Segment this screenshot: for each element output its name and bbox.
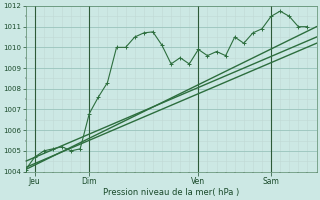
X-axis label: Pression niveau de la mer( hPa ): Pression niveau de la mer( hPa ) xyxy=(103,188,239,197)
